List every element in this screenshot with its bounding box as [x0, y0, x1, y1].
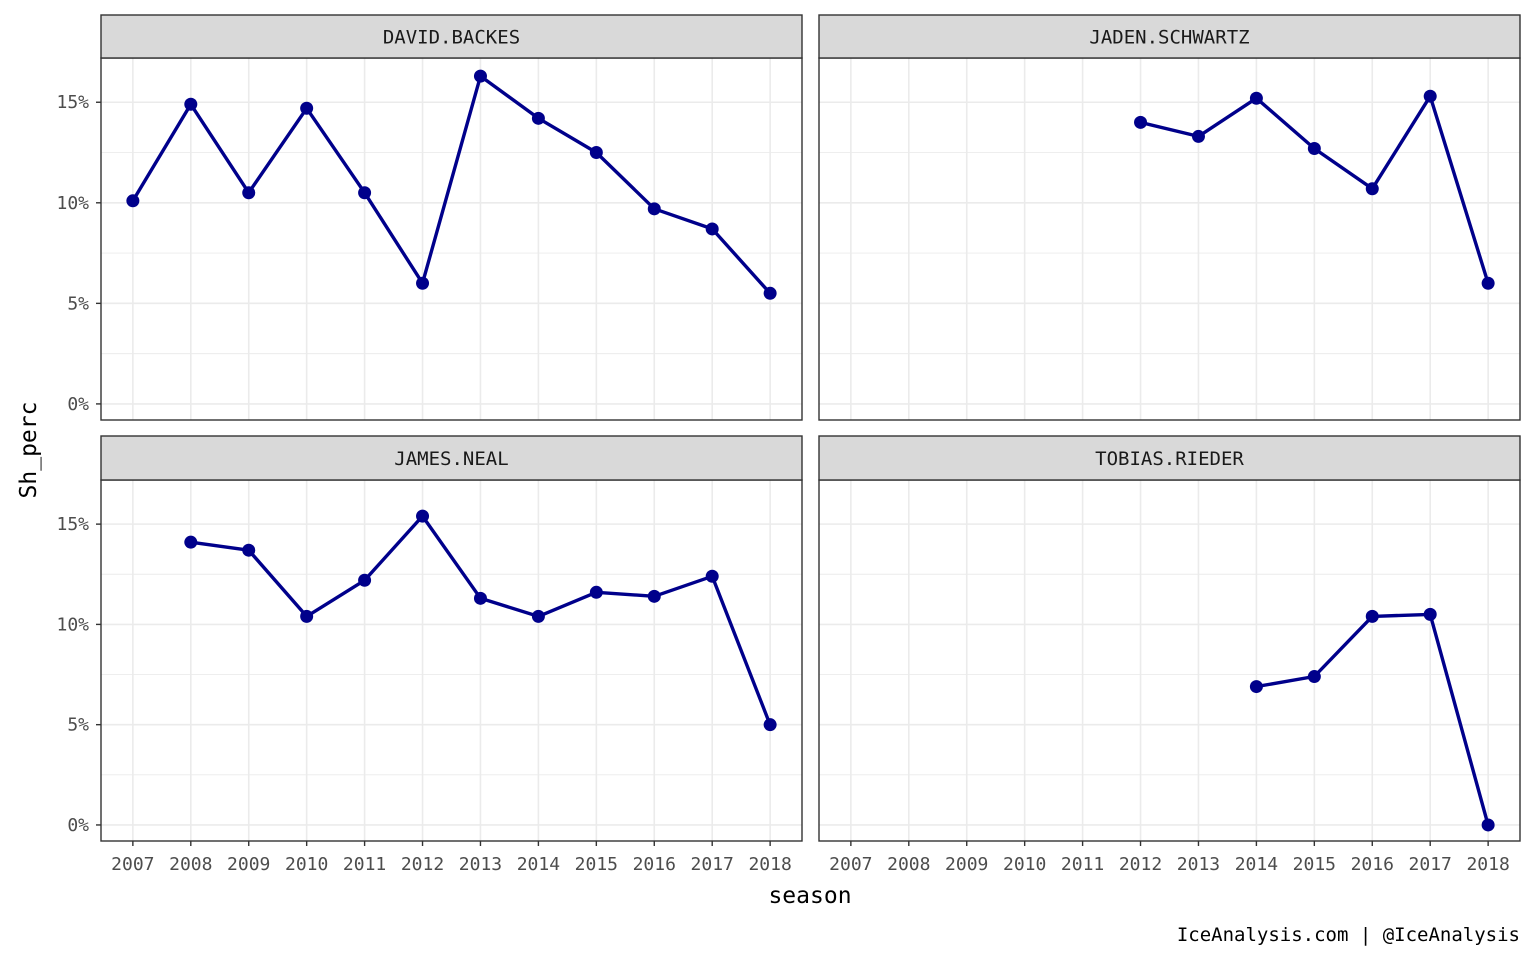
- x-tick-label: 2013: [459, 854, 502, 875]
- y-tick-label: 5%: [67, 293, 89, 314]
- data-point: [184, 97, 198, 111]
- x-tick-label: 2014: [517, 854, 560, 875]
- data-point: [1307, 142, 1321, 155]
- x-tick-label: 2012: [1119, 854, 1162, 875]
- x-tick-label: 2018: [748, 854, 791, 875]
- data-point: [1481, 818, 1495, 832]
- panel-background: [101, 480, 802, 841]
- data-point: [647, 202, 661, 216]
- series-line: [131, 74, 772, 295]
- facet-label: JADEN.SCHWARTZ: [1089, 27, 1249, 49]
- x-tick-label: 2015: [1293, 854, 1336, 875]
- data-point: [416, 276, 430, 290]
- data-point: [1249, 91, 1263, 105]
- data-point: [763, 718, 777, 732]
- x-tick-label: 2008: [169, 854, 212, 875]
- data-point: [1365, 182, 1379, 196]
- x-tick-label: 2008: [887, 854, 930, 875]
- x-tick-label: 2014: [1235, 854, 1278, 875]
- data-point: [705, 569, 719, 583]
- panel-james-neal: JAMES.NEAL 0% 5% 10% 15% 2007 2008 2009 2010 2011…: [56, 435, 803, 875]
- data-point: [1249, 680, 1263, 694]
- data-point: [531, 609, 545, 623]
- x-tick-label: 2018: [1466, 854, 1509, 875]
- data-point: [705, 222, 719, 236]
- panel-background: [819, 480, 1520, 841]
- data-point: [300, 609, 314, 623]
- x-tick-label: 2011: [1061, 854, 1104, 875]
- data-point: [589, 585, 603, 599]
- panel-background: [101, 58, 802, 420]
- x-tick-label: 2007: [111, 854, 154, 875]
- data-point: [1423, 607, 1437, 621]
- data-point: [1365, 609, 1379, 623]
- x-axis-title: season: [768, 883, 851, 909]
- data-point: [358, 186, 372, 200]
- data-point: [589, 146, 603, 160]
- x-tick-label: 2007: [829, 854, 872, 875]
- data-point: [1481, 276, 1495, 290]
- x-tick-label: 2017: [1409, 854, 1452, 875]
- data-point: [647, 589, 661, 603]
- panel-tobias-rieder: TOBIAS.RIEDER 2007 2008 2009 2010 2011 2012 201…: [818, 435, 1521, 875]
- facet-strip: [100, 14, 803, 59]
- data-point: [358, 573, 372, 587]
- data-point: [300, 101, 314, 115]
- x-tick-label: 2010: [1003, 854, 1046, 875]
- data-point: [242, 186, 256, 200]
- facet-label: JAMES.NEAL: [394, 448, 508, 470]
- data-point: [242, 543, 256, 557]
- x-tick-label: 2017: [691, 854, 734, 875]
- panel-david-backes: DAVID.BACKES 0% 5% 10% 15%: [56, 14, 803, 421]
- data-point: [1423, 89, 1437, 103]
- facet-label: TOBIAS.RIEDER: [1095, 448, 1244, 470]
- y-tick-label: 15%: [56, 92, 89, 113]
- y-tick-label: 0%: [67, 394, 89, 415]
- data-point: [184, 535, 198, 549]
- y-tick-label: 10%: [56, 193, 89, 214]
- x-tick-label: 2016: [633, 854, 676, 875]
- facet-strip: [100, 435, 803, 481]
- data-point: [126, 194, 140, 208]
- data-point: [416, 509, 430, 523]
- data-point: [1191, 129, 1205, 143]
- y-tick-label: 15%: [56, 514, 89, 535]
- x-tick-label: 2013: [1177, 854, 1220, 875]
- x-tick-label: 2009: [945, 854, 988, 875]
- y-tick-label: 5%: [67, 715, 89, 736]
- y-axis-title: Sh_perc: [16, 402, 42, 499]
- y-tick-label: 0%: [67, 815, 89, 836]
- x-tick-label: 2011: [343, 854, 386, 875]
- facet-label: DAVID.BACKES: [383, 27, 520, 49]
- x-tick-label: 2012: [401, 854, 444, 875]
- data-point: [1134, 115, 1148, 129]
- data-point: [1307, 670, 1321, 684]
- panel-jaden-schwartz: JADEN.SCHWARTZ: [818, 14, 1521, 421]
- x-tick-label: 2010: [285, 854, 328, 875]
- data-point: [473, 69, 487, 83]
- facet-strip: [818, 14, 1521, 59]
- data-point: [531, 111, 545, 125]
- data-point: [763, 286, 777, 300]
- caption: IceAnalysis.com | @IceAnalysis: [1177, 924, 1520, 946]
- y-tick-label: 10%: [56, 614, 89, 635]
- facet-strip: [818, 435, 1521, 481]
- x-tick-label: 2016: [1351, 854, 1394, 875]
- x-tick-label: 2015: [575, 854, 618, 875]
- data-point: [473, 591, 487, 605]
- x-tick-label: 2009: [227, 854, 270, 875]
- panel-background: [819, 58, 1520, 420]
